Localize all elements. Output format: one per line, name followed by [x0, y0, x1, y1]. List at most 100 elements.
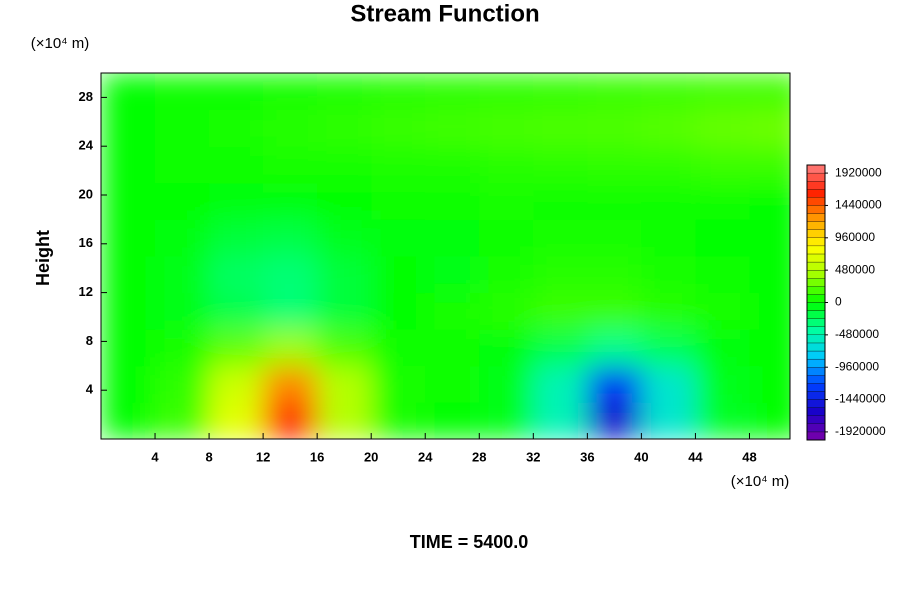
field-cell	[101, 182, 156, 220]
field-cell	[641, 292, 696, 330]
field-cell	[209, 256, 264, 294]
field-cell	[641, 402, 696, 439]
field-cell	[263, 329, 318, 367]
field-cell	[317, 256, 372, 294]
field-cell	[533, 329, 588, 367]
field-cell	[695, 329, 750, 367]
colorbar-band	[806, 375, 826, 384]
field-cell	[479, 146, 534, 184]
field-cell	[101, 329, 156, 367]
field-cell	[533, 182, 588, 220]
field-cell	[425, 329, 480, 367]
colorbar-band	[806, 205, 826, 214]
colorbar-band	[806, 278, 826, 287]
field-cell	[101, 109, 156, 147]
field-cell	[533, 292, 588, 330]
colorbar-band	[806, 229, 826, 238]
field-cell	[101, 292, 156, 330]
field-cell	[371, 329, 426, 367]
colorbar-tick-label: -1440000	[835, 392, 886, 406]
field-cell	[587, 402, 642, 439]
field-cell	[371, 146, 426, 184]
field-cell	[263, 402, 318, 439]
field-cell	[533, 109, 588, 147]
field-cell	[263, 292, 318, 330]
colorbar-tick-label: -480000	[835, 327, 879, 341]
field-cell	[209, 402, 264, 439]
field-cell	[587, 365, 642, 403]
field-cell	[479, 182, 534, 220]
field-cell	[317, 365, 372, 403]
colorbar-band	[806, 423, 826, 433]
colorbar-band	[806, 310, 826, 319]
field-cell	[317, 182, 372, 220]
field-cell	[101, 219, 156, 257]
field-cell	[371, 402, 426, 439]
field-cell	[317, 219, 372, 257]
field-cell	[533, 73, 588, 111]
colorbar-band	[806, 286, 826, 295]
field-cell	[209, 109, 264, 147]
colorbar-tick-label: 480000	[835, 262, 875, 276]
colorbar-band	[806, 221, 826, 230]
field-cell	[749, 182, 790, 220]
field-cell	[101, 365, 156, 403]
colorbar-band	[806, 318, 826, 327]
field-cell	[695, 365, 750, 403]
y-tick-label: 4	[86, 382, 94, 397]
y-tick-label: 16	[79, 235, 93, 250]
field-cell	[749, 256, 790, 294]
field-cell	[425, 219, 480, 257]
field-cell	[641, 256, 696, 294]
x-tick-label: 8	[205, 449, 212, 464]
colorbar-band	[806, 350, 826, 360]
field-cell	[695, 292, 750, 330]
field-cell	[371, 73, 426, 111]
field-cell	[695, 219, 750, 257]
field-cell	[317, 146, 372, 184]
x-tick-label: 20	[364, 449, 378, 464]
field-cell	[155, 73, 210, 111]
field-cell	[695, 109, 750, 147]
x-tick-label: 40	[634, 449, 648, 464]
colorbar-band	[806, 237, 826, 247]
field-cell	[479, 329, 534, 367]
field-cell	[749, 73, 790, 111]
colorbar-band	[806, 189, 826, 198]
field-cell	[209, 365, 264, 403]
field-cell	[155, 402, 210, 439]
field-cell	[425, 256, 480, 294]
field-cell	[587, 292, 642, 330]
colorbar-band	[806, 334, 826, 344]
colorbar-band	[806, 197, 826, 206]
field-cell	[479, 292, 534, 330]
colorbar-band	[806, 245, 826, 255]
field-cell	[371, 365, 426, 403]
field-cell	[587, 329, 642, 367]
field-cell	[155, 219, 210, 257]
field-cell	[101, 256, 156, 294]
colorbar-tick-label: -1920000	[835, 424, 886, 438]
field-cell	[101, 146, 156, 184]
colorbar-band	[806, 181, 826, 190]
field-cell	[425, 292, 480, 330]
field-cell	[317, 329, 372, 367]
colorbar-band	[806, 164, 826, 174]
chart-title: Stream Function	[350, 0, 539, 27]
field-cell	[155, 146, 210, 184]
colorbar-band	[806, 172, 826, 182]
y-axis-label: Height	[33, 230, 53, 286]
field-cell	[479, 365, 534, 403]
field-cell	[641, 73, 696, 111]
field-cell	[749, 219, 790, 257]
colorbar-band	[806, 391, 826, 400]
field-cell	[425, 146, 480, 184]
field-cell	[641, 182, 696, 220]
field-cell	[371, 292, 426, 330]
colorbar-band	[806, 431, 826, 441]
colorbar-tick-label: 960000	[835, 230, 875, 244]
field-cell	[425, 182, 480, 220]
x-tick-label: 16	[310, 449, 324, 464]
field-cell	[209, 292, 264, 330]
